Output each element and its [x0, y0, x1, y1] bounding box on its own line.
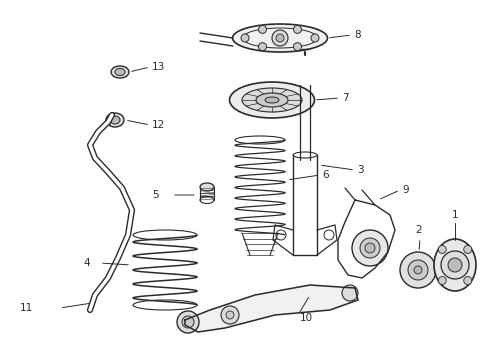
Circle shape [342, 285, 358, 301]
Circle shape [365, 243, 375, 253]
Text: 4: 4 [83, 258, 90, 268]
Text: 11: 11 [20, 303, 33, 313]
Circle shape [272, 30, 288, 46]
Ellipse shape [110, 116, 120, 124]
Ellipse shape [200, 183, 214, 191]
Circle shape [221, 306, 239, 324]
Circle shape [438, 246, 446, 253]
Text: 5: 5 [152, 190, 159, 200]
Circle shape [241, 34, 249, 42]
Text: 6: 6 [322, 170, 329, 180]
Circle shape [360, 238, 380, 258]
Ellipse shape [111, 66, 129, 78]
Circle shape [294, 43, 301, 51]
Polygon shape [185, 285, 358, 332]
Ellipse shape [115, 68, 125, 76]
Ellipse shape [434, 239, 476, 291]
Text: 10: 10 [300, 313, 313, 323]
Ellipse shape [229, 82, 315, 118]
Ellipse shape [256, 93, 288, 107]
Circle shape [226, 311, 234, 319]
Circle shape [438, 276, 446, 284]
Circle shape [448, 258, 462, 272]
Circle shape [464, 246, 472, 253]
Ellipse shape [106, 113, 124, 127]
Circle shape [177, 311, 199, 333]
Circle shape [259, 25, 267, 33]
Circle shape [259, 43, 267, 51]
Text: 9: 9 [402, 185, 409, 195]
Text: 7: 7 [342, 93, 348, 103]
Circle shape [311, 34, 319, 42]
Text: 2: 2 [415, 225, 421, 235]
Circle shape [400, 252, 436, 288]
Text: 12: 12 [152, 120, 165, 130]
Circle shape [408, 260, 428, 280]
Circle shape [276, 34, 284, 42]
Circle shape [294, 25, 301, 33]
Circle shape [464, 276, 472, 284]
Ellipse shape [265, 97, 279, 103]
Circle shape [352, 230, 388, 266]
Circle shape [414, 266, 422, 274]
Circle shape [182, 316, 194, 328]
Circle shape [441, 251, 469, 279]
Text: 1: 1 [452, 210, 459, 220]
Text: 13: 13 [152, 62, 165, 72]
Text: 3: 3 [357, 165, 364, 175]
Ellipse shape [242, 88, 302, 112]
Ellipse shape [232, 24, 327, 52]
Text: 8: 8 [354, 30, 361, 40]
